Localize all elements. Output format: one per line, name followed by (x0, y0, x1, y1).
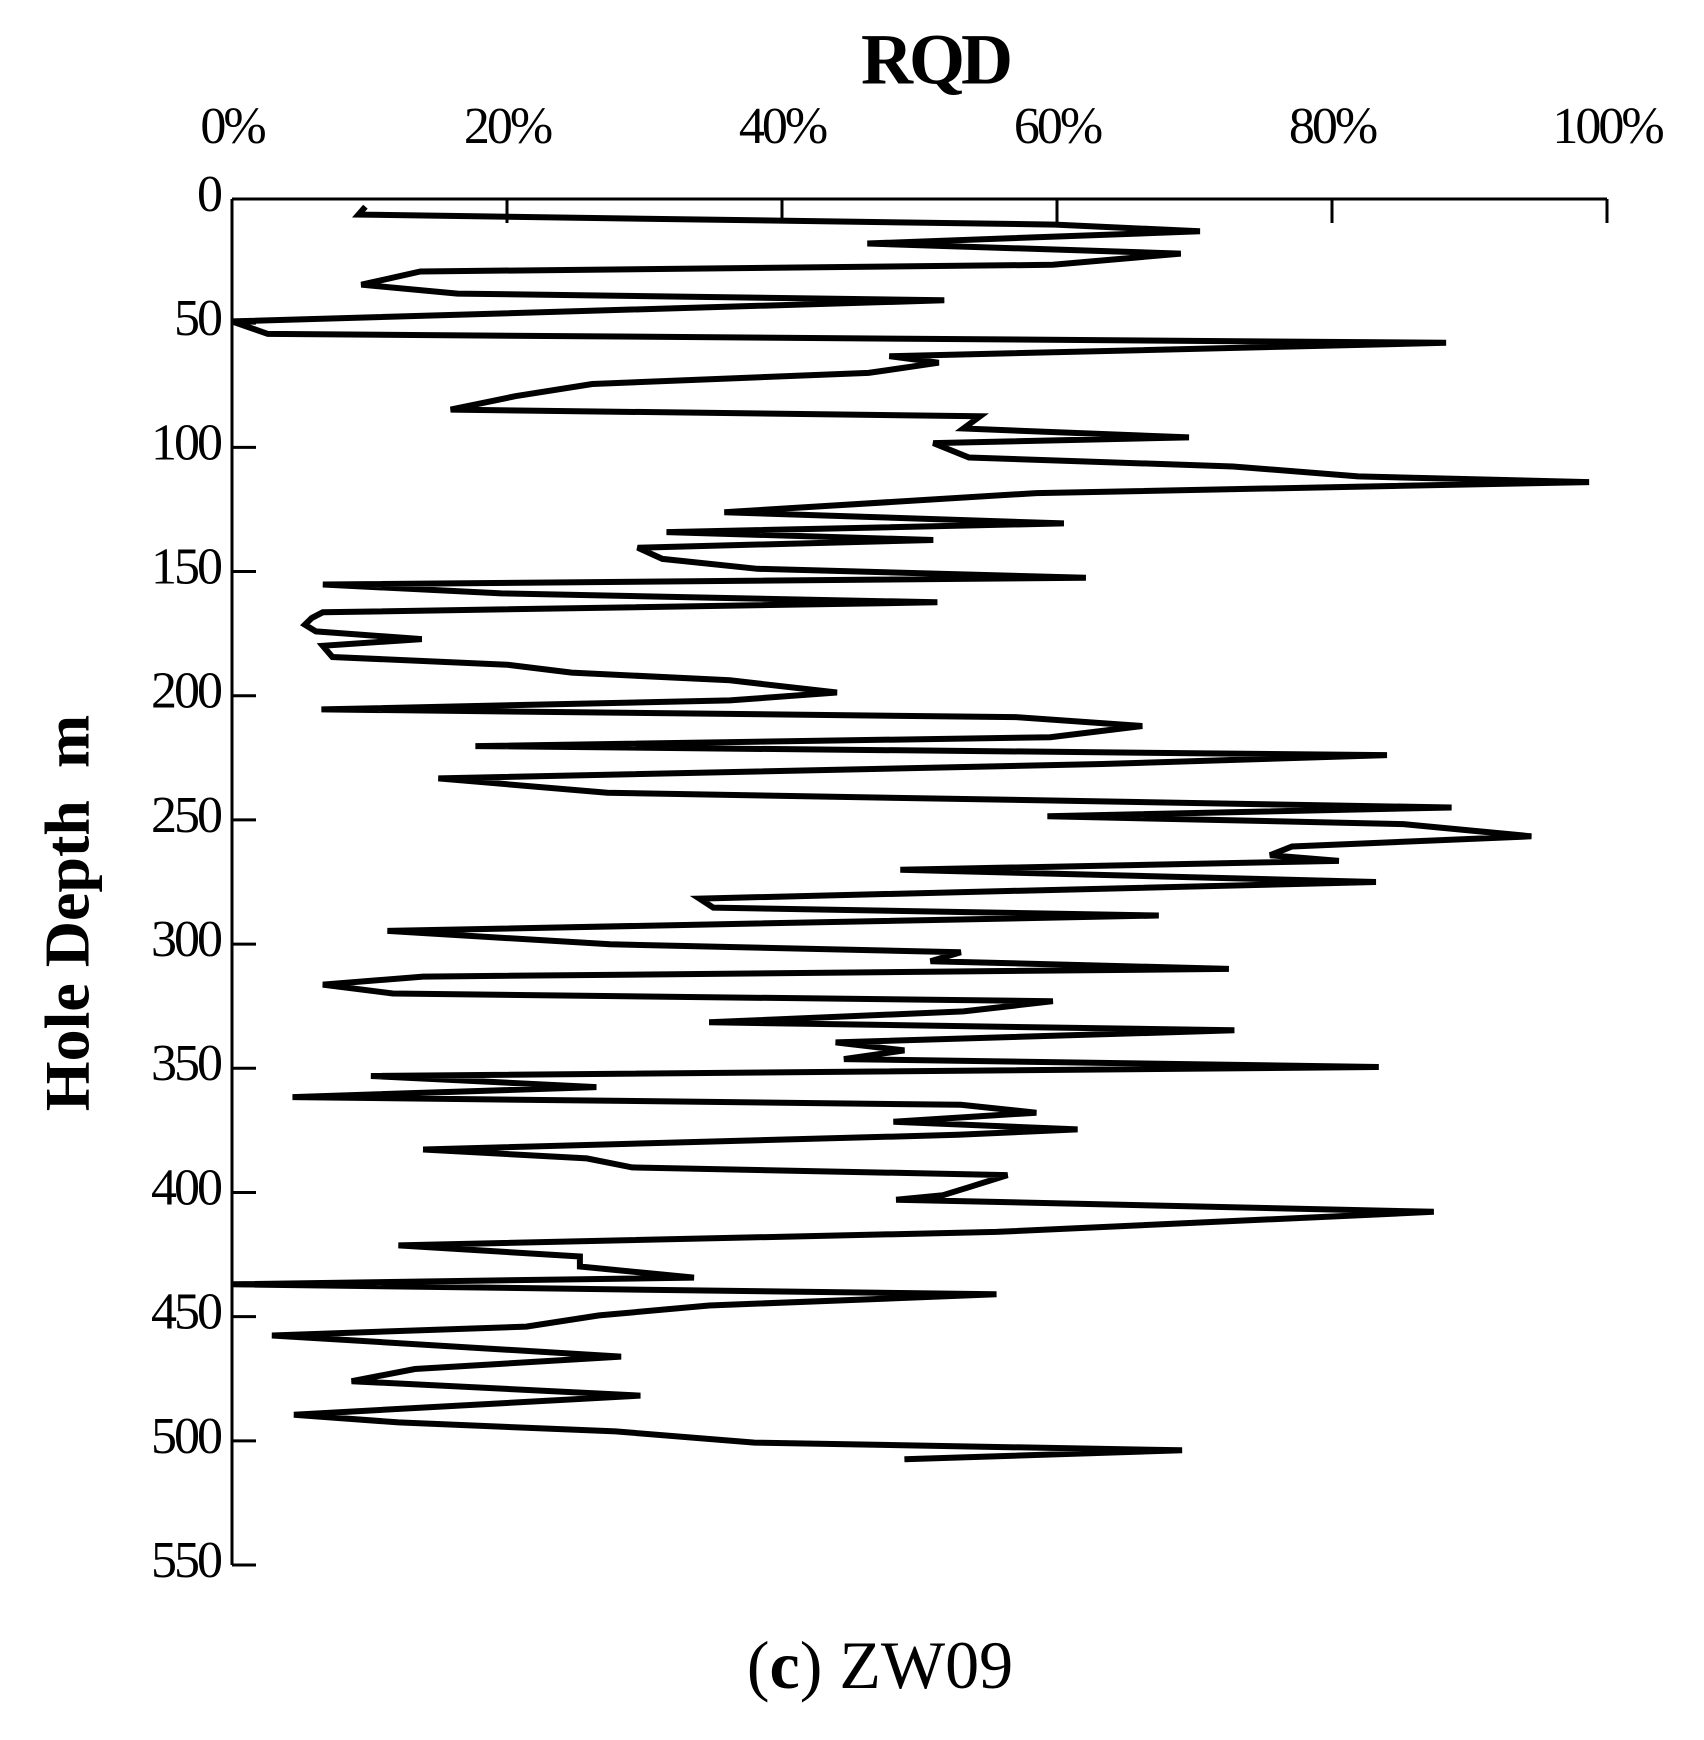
y-tick-label: 550 (151, 1532, 222, 1589)
data-line (231, 204, 1590, 1463)
y-tick-label: 400 (151, 1159, 222, 1216)
x-tick-label: 60% (1014, 98, 1102, 155)
y-tick-label: 300 (151, 911, 222, 968)
y-tick-label: 150 (151, 538, 222, 595)
y-tick-label: 50 (174, 290, 222, 347)
y-tick-label: 0 (197, 166, 222, 223)
x-tick-label: 80% (1289, 98, 1377, 155)
x-tick-label: 40% (739, 98, 827, 155)
caption-part: ( (747, 1627, 770, 1703)
y-tick-label: 100 (151, 414, 222, 471)
x-tick-label: 0% (200, 98, 265, 155)
caption-part: c (770, 1627, 800, 1703)
x-axis-title: RQD (861, 20, 1010, 100)
y-axis-title: Hole Depth m (32, 715, 103, 1111)
y-tick-label: 450 (151, 1284, 222, 1341)
y-tick-label: 500 (151, 1408, 222, 1465)
y-tick-label: 350 (151, 1035, 222, 1092)
caption-part: ) ZW09 (800, 1627, 1013, 1703)
x-tick-label: 20% (464, 98, 552, 155)
caption: (c) ZW09 (747, 1627, 1013, 1703)
y-tick-label: 200 (151, 663, 222, 720)
y-tick-label: 250 (151, 787, 222, 844)
x-tick-label: 100% (1552, 98, 1663, 155)
